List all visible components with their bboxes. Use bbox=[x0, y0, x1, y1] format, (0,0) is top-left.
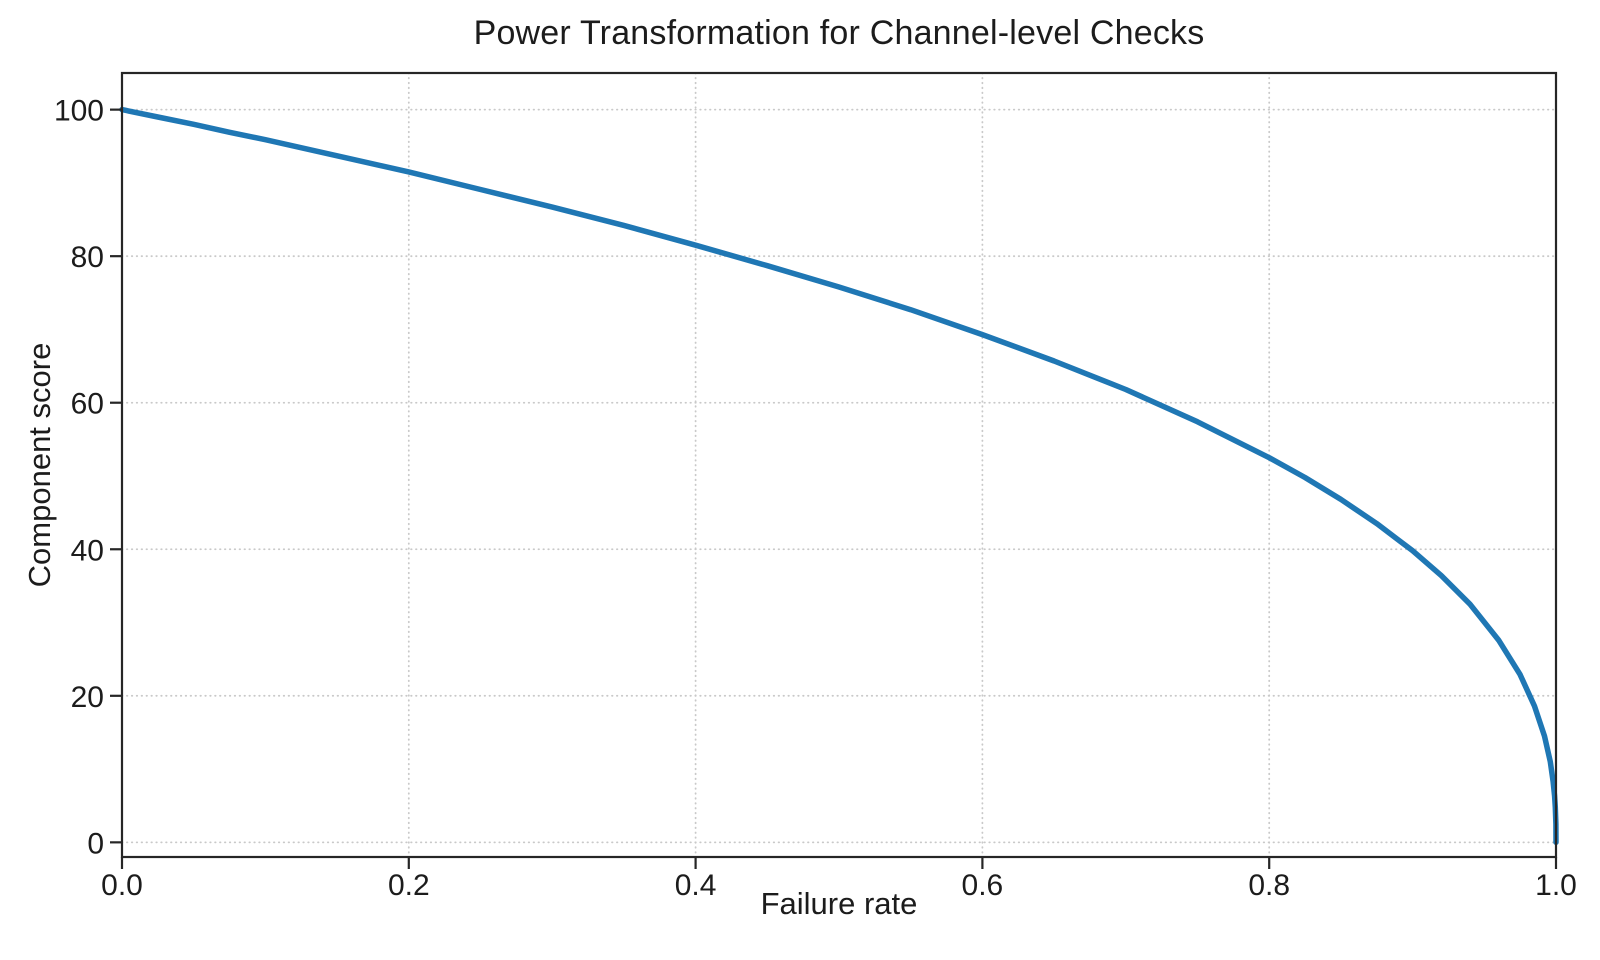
x-tick-label: 1.0 bbox=[1535, 869, 1577, 902]
y-tick-label: 40 bbox=[71, 534, 104, 567]
x-axis-label: Failure rate bbox=[760, 886, 918, 921]
chart-title: Power Transformation for Channel-level C… bbox=[473, 14, 1205, 52]
y-tick-label: 80 bbox=[71, 241, 104, 274]
x-tick-label: 0.4 bbox=[675, 869, 717, 902]
x-tick-label: 0.2 bbox=[388, 869, 430, 902]
y-tick-label: 20 bbox=[71, 681, 104, 714]
x-tick-label: 0.6 bbox=[962, 869, 1004, 902]
plot-spines bbox=[120, 71, 1558, 859]
y-tick-label: 0 bbox=[87, 827, 104, 860]
y-tick-label: 100 bbox=[54, 95, 104, 128]
y-tick-label: 60 bbox=[71, 388, 104, 421]
curve-path bbox=[119, 106, 1559, 846]
y-axis-label: Component score bbox=[22, 342, 57, 588]
x-tick-label: 0.8 bbox=[1248, 869, 1290, 902]
x-tick-label: 0.0 bbox=[101, 869, 143, 902]
